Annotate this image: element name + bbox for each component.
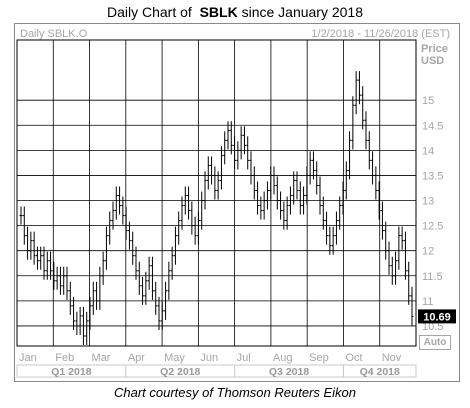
y-tick-label: 10.5 — [422, 321, 443, 333]
quarter-label: Q2 2018 — [160, 366, 200, 378]
chart-caption: Chart courtesy of Thomson Reuters Eikon — [113, 385, 357, 400]
title-ticker: SBLK — [199, 4, 238, 20]
x-tick-label: Jun — [200, 352, 218, 364]
auto-scale-button[interactable]: Auto — [419, 335, 451, 350]
y-tick-label: 11.5 — [422, 271, 443, 283]
date-range-label: 1/2/2018 - 11/26/2018 (EST) — [311, 28, 450, 40]
chart-title: Daily Chart of SBLK since January 2018 — [0, 4, 470, 20]
instrument-label: Daily SBLK.O — [20, 28, 88, 40]
y-tick-label: 12.5 — [422, 221, 443, 233]
x-tick-label: Feb — [55, 352, 74, 364]
quarter-label: Q4 2018 — [360, 366, 400, 378]
y-tick-label: 14.5 — [422, 120, 443, 132]
x-tick-label: Mar — [92, 352, 111, 364]
title-prefix: Daily Chart of — [106, 4, 192, 20]
x-tick-label: Jul — [237, 352, 251, 364]
quarter-label: Q3 2018 — [269, 366, 309, 378]
x-tick-label: Sep — [309, 352, 329, 364]
x-tick-label: Jan — [19, 352, 37, 364]
chart-frame — [14, 23, 460, 382]
quarter-label: Q1 2018 — [51, 366, 91, 378]
price-axis-label-line1: Price — [421, 43, 448, 55]
price-axis-label-line2: USD — [421, 55, 445, 67]
y-tick-label: 12 — [422, 246, 434, 258]
x-tick-label: Aug — [273, 352, 293, 364]
x-tick-label: Nov — [382, 352, 402, 364]
x-tick-label: Apr — [128, 352, 145, 364]
price-axis-label: Price USD — [421, 43, 448, 67]
x-tick-label: May — [164, 352, 185, 364]
y-tick-label: 15 — [422, 95, 434, 107]
x-tick-label: Oct — [345, 352, 362, 364]
y-tick-label: 13 — [422, 196, 434, 208]
quarter-band — [16, 364, 417, 378]
plot-area — [16, 39, 417, 347]
last-price-marker — [418, 309, 456, 324]
y-tick-label: 13.5 — [422, 170, 443, 182]
title-suffix: since January 2018 — [241, 4, 364, 20]
y-tick-label: 11 — [422, 296, 433, 308]
y-tick-label: 14 — [422, 145, 434, 157]
last-price-label: 10.69 — [423, 311, 451, 323]
